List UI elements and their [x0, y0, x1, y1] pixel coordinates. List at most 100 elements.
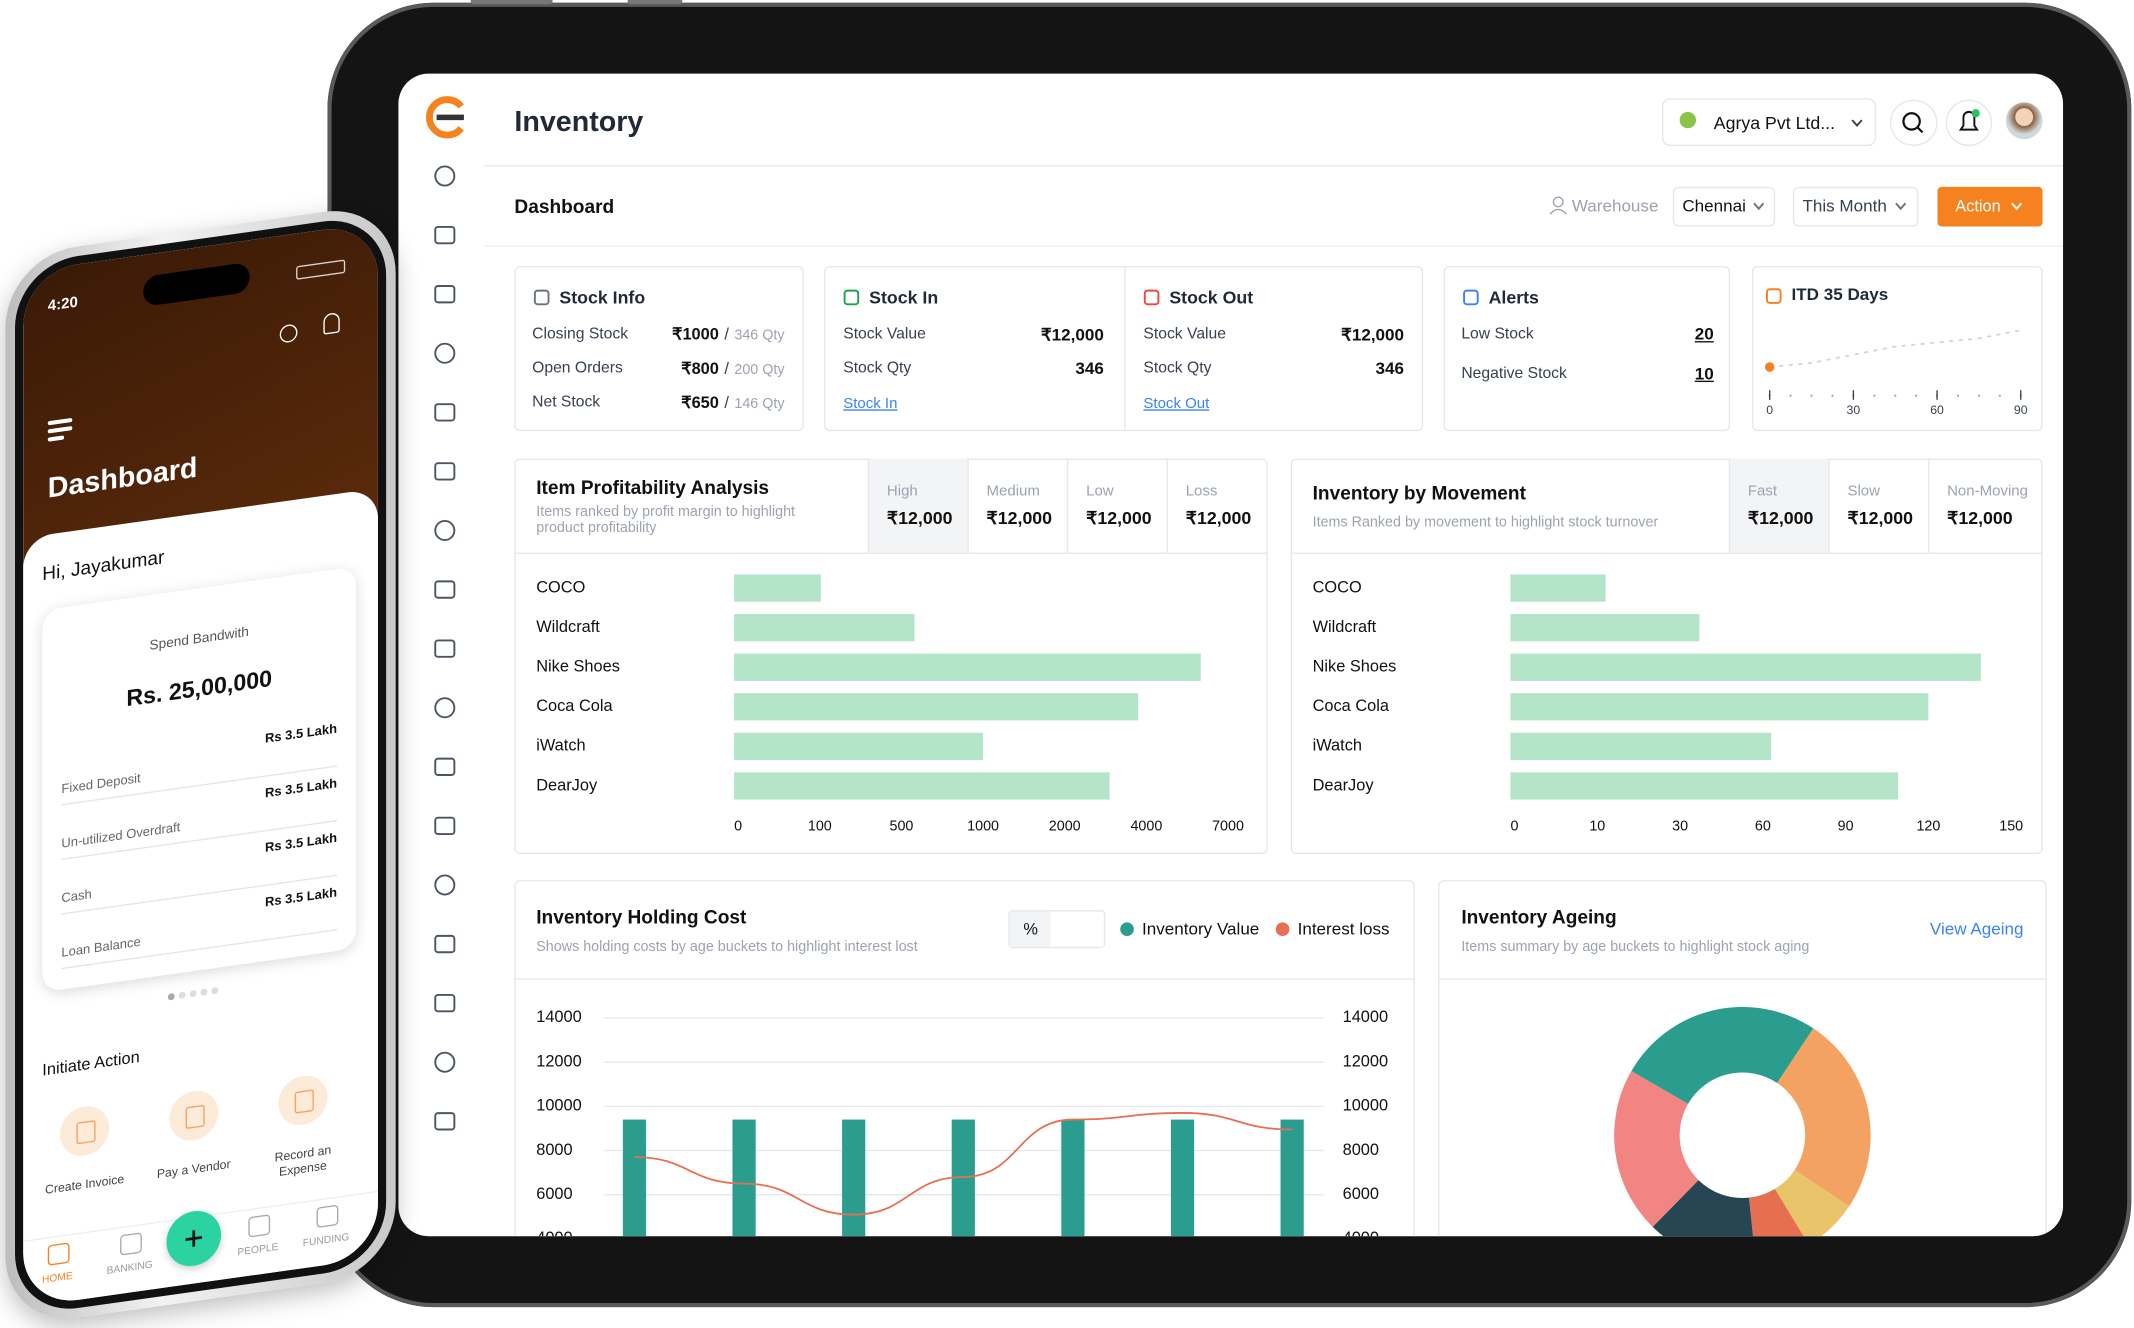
link[interactable]: View Ageing: [1929, 919, 2024, 939]
category-label: Nike Shoes: [536, 658, 620, 676]
card-subtitle: Items summary by age buckets to highligh…: [1461, 938, 1810, 956]
summary-cell: [1066, 458, 1167, 553]
row-value: 10: [1694, 364, 1714, 384]
link[interactable]: Stock Out: [1143, 395, 1210, 413]
bar: [734, 732, 984, 760]
card: [514, 880, 1415, 1237]
input-prefix: [1009, 911, 1051, 947]
bar: [622, 1119, 647, 1237]
row-label: Cash: [61, 887, 92, 907]
action-icon-glyph: [185, 1104, 205, 1130]
row-value: Rs 3.5 Lakh: [264, 830, 338, 857]
summary-label: Fast: [1747, 483, 1778, 500]
bar: [1510, 693, 1929, 721]
search-icon: [1916, 126, 1924, 134]
minor-tick: [1915, 394, 1918, 397]
bar: [1170, 1119, 1195, 1237]
row-label: Un-utilized Overdraft: [61, 820, 181, 852]
legend-label: Inventory Value: [1142, 919, 1260, 939]
page-title: Inventory: [514, 106, 644, 138]
link[interactable]: Stock In: [843, 395, 898, 413]
donut-segment: [1652, 1180, 1754, 1237]
summary-cell: [1828, 458, 1928, 553]
summary-cell: [967, 458, 1067, 553]
divider: [484, 245, 2064, 247]
separator: /: [724, 358, 729, 378]
bar: [1510, 772, 1899, 800]
row-label: Open Orders: [532, 360, 623, 377]
summary-cell: [867, 458, 968, 553]
percent-input: [1008, 910, 1106, 949]
card-title: Inventory Holding Cost: [536, 905, 747, 928]
point-marker: [1764, 362, 1775, 372]
phone-screen: 4:20 Dashboard Hi, Jayakumar Spend Bandwith…: [23, 222, 378, 1308]
bar: [1510, 653, 1981, 681]
card: [514, 266, 804, 432]
card-icon: [843, 289, 860, 306]
x-tick-label: 60: [1755, 819, 1771, 835]
nav-icon: [120, 1232, 142, 1256]
divider: [1438, 978, 2047, 980]
divider: [514, 552, 1268, 554]
y2-tick-label: 8000: [1343, 1141, 1379, 1159]
row-value: 20: [1694, 324, 1714, 344]
warehouse-icon: [1552, 196, 1564, 208]
separator: /: [724, 324, 729, 344]
row-label: Net Stock: [532, 394, 601, 411]
divider: [1124, 266, 1126, 432]
card-title: Stock In: [869, 287, 939, 308]
card-amount: Rs. 25,00,000: [126, 665, 273, 712]
y-tick-label: 8000: [536, 1141, 572, 1159]
row-value: Rs 3.5 Lakh: [264, 885, 338, 911]
bar: [1061, 1119, 1085, 1237]
card: [1438, 880, 2047, 1237]
sidebar-icon: [434, 697, 456, 719]
summary-value: ₹12,000: [1747, 507, 1814, 529]
row-value: ₹12,000: [1040, 325, 1104, 345]
filter-value: Chennai: [1682, 196, 1746, 216]
bell-icon: [1958, 111, 1979, 131]
separator: /: [724, 392, 729, 413]
company-select: [1661, 98, 1877, 146]
minor-tick: [1810, 394, 1813, 397]
notification-dot: [1971, 109, 1980, 118]
sidebar-icon: [434, 519, 456, 542]
summary-cell: [1166, 458, 1267, 553]
card-title: Inventory Ageing: [1461, 905, 1617, 928]
x-tick-label: 0: [734, 819, 742, 835]
summary-cell: [1728, 458, 1829, 553]
sidebar-icon: [434, 639, 456, 658]
summary-label: Medium: [986, 483, 1040, 500]
bar: [734, 693, 1139, 721]
category-label: Wildcraft: [536, 618, 600, 636]
chevron: [2011, 202, 2023, 211]
bar: [1510, 574, 1606, 602]
minor-tick: [1789, 394, 1792, 397]
category-label: DearJoy: [1313, 776, 1375, 794]
card-title: Stock Out: [1169, 287, 1254, 308]
x-tick-label: 0: [1766, 403, 1773, 417]
x-tick-label: 7000: [1212, 819, 1244, 835]
tablet-button: [627, 0, 683, 5]
row-label: Stock Value: [1143, 326, 1226, 343]
card-icon: [1766, 288, 1782, 304]
minor-tick: [1956, 394, 1960, 397]
card-title: Stock Info: [559, 287, 646, 308]
summary-label: High: [886, 483, 918, 500]
x-tick-label: 90: [2014, 403, 2028, 417]
summary-value: ₹12,000: [1847, 507, 1914, 529]
action-button: [1937, 186, 2043, 227]
row-label: Fixed Deposit: [61, 771, 141, 798]
x-tick-label: 10: [1589, 819, 1605, 835]
x-tick-label: 2000: [1049, 819, 1081, 835]
category-label: COCO: [536, 578, 585, 596]
row-value: ₹1000: [672, 324, 719, 344]
row-value-group: ₹800/ 200 Qty: [681, 359, 784, 378]
row-value: Rs 3.5 Lakh: [264, 721, 338, 747]
row-value: ₹12,000: [1340, 325, 1405, 345]
y2-tick-label: 6000: [1343, 1185, 1379, 1203]
nav-icon: [47, 1242, 70, 1266]
sidebar-icon: [434, 403, 456, 422]
summary-value: ₹12,000: [986, 507, 1053, 529]
